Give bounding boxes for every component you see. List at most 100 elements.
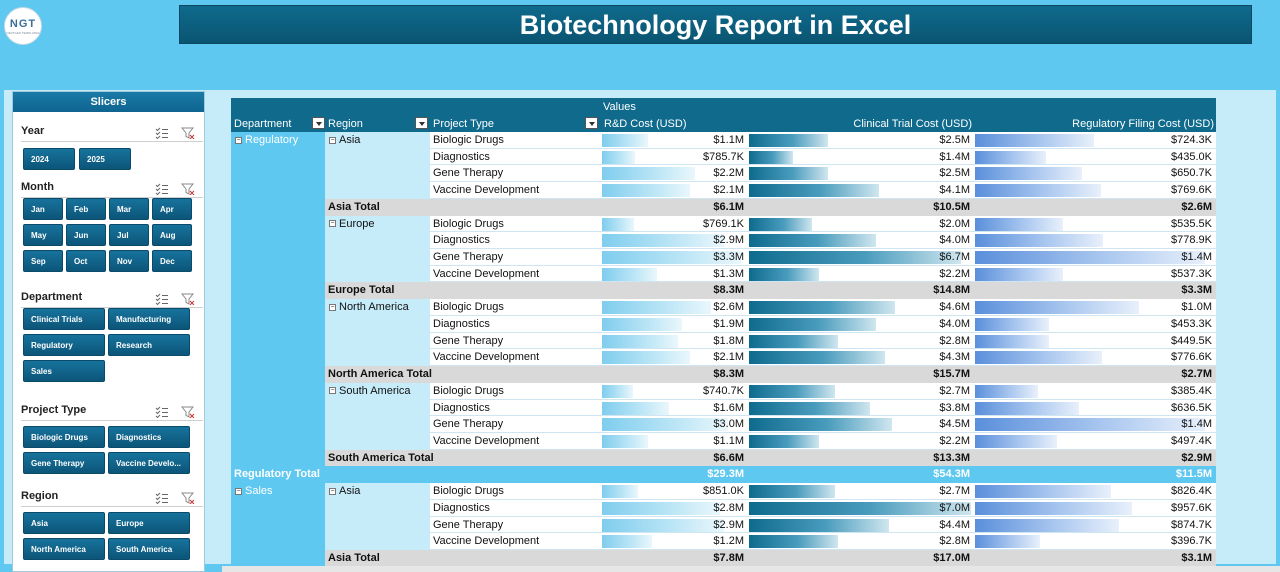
slicer-button[interactable]: Jan (23, 198, 63, 220)
ct-value: $1.4M (939, 150, 970, 163)
slicer-button[interactable]: Asia (23, 512, 105, 534)
slicer-button[interactable]: Mar (109, 198, 149, 220)
values-label: Values (603, 101, 636, 113)
region-label[interactable]: − Europe (329, 216, 429, 232)
multi-select-icon[interactable] (155, 406, 169, 418)
collapse-icon[interactable]: − (235, 136, 242, 144)
ct-data-bar (749, 217, 812, 231)
rf-value: $396.7K (1171, 535, 1212, 548)
ct-value: $2.5M (939, 134, 970, 146)
rf-value: $776.6K (1171, 351, 1212, 364)
clear-filter-icon[interactable] (181, 492, 195, 504)
slicer-title: Department (21, 291, 83, 303)
slicer-button[interactable]: Manufacturing (108, 308, 190, 330)
slicer-button[interactable]: Apr (152, 198, 192, 220)
region-name: Asia (339, 485, 361, 498)
clear-filter-icon[interactable] (181, 183, 195, 195)
rd-data-bar (602, 485, 638, 499)
row-divider (430, 365, 1216, 367)
slicer-toolbar (143, 180, 195, 198)
slicer-toolbar (143, 124, 195, 142)
slicer-button[interactable]: Vaccine Develo... (108, 452, 190, 474)
project-type-label: Vaccine Development (433, 267, 540, 280)
slicer-button[interactable]: Clinical Trials (23, 308, 105, 330)
region-label[interactable]: − Asia (329, 132, 429, 148)
slicer-button[interactable]: Aug (152, 224, 192, 246)
rd-total-value: $7.8M (713, 552, 744, 564)
slicer-divider (21, 506, 203, 507)
ct-value: $3.8M (939, 401, 970, 414)
department-filter-button[interactable] (312, 117, 325, 129)
slicer-button[interactable]: May (23, 224, 63, 246)
rf-data-bar (975, 217, 1063, 231)
slicer-button[interactable]: Biologic Drugs (23, 426, 105, 448)
slicer-button[interactable]: Research (108, 334, 190, 356)
rf-data-bar (975, 317, 1049, 331)
region-filter-button[interactable] (415, 117, 428, 129)
rd-data-bar (602, 267, 657, 281)
collapse-icon[interactable]: − (235, 487, 242, 495)
slicer-button[interactable]: Nov (109, 250, 149, 272)
department-name: Regulatory (245, 134, 299, 146)
department-label[interactable]: − Regulatory (235, 132, 323, 148)
total-label: Asia Total (328, 200, 380, 213)
header-regulatory-filing-cost: Regulatory Filing Cost (USD) (1072, 118, 1214, 130)
multi-select-icon[interactable] (155, 183, 169, 195)
slicer-title: Month (21, 181, 54, 193)
rd-data-bar (602, 251, 741, 265)
ct-data-bar (749, 501, 971, 515)
collapse-icon[interactable]: − (329, 220, 336, 228)
slicer-toolbar (143, 290, 195, 308)
slicer-button[interactable]: 2024 (23, 148, 75, 170)
slicer-button[interactable]: North America (23, 538, 105, 560)
multi-select-icon[interactable] (155, 127, 169, 139)
region-total-row (325, 550, 1216, 566)
slicer-button[interactable]: 2025 (79, 148, 131, 170)
row-divider (430, 415, 1216, 417)
slicer-button[interactable]: Europe (108, 512, 190, 534)
collapse-icon[interactable]: − (329, 387, 336, 395)
slicer-button[interactable]: Diagnostics (108, 426, 190, 448)
rd-data-bar (602, 518, 724, 532)
row-divider (430, 398, 1216, 400)
row-divider (430, 147, 1216, 149)
slicer-button[interactable]: Dec (152, 250, 192, 272)
slicer-button[interactable]: Sales (23, 360, 105, 382)
department-label[interactable]: − Sales (235, 483, 323, 499)
region-total-row (325, 449, 1216, 467)
slicer-button[interactable]: Jul (109, 224, 149, 246)
row-divider (430, 331, 1216, 333)
collapse-icon[interactable]: − (329, 487, 336, 495)
rd-data-bar (602, 134, 648, 147)
rd-data-bar (602, 167, 695, 181)
slicer-button[interactable]: Sep (23, 250, 63, 272)
clear-filter-icon[interactable] (181, 293, 195, 305)
region-total-row (325, 366, 1216, 383)
horizontal-scrollbar[interactable] (222, 566, 1280, 572)
slicer-button[interactable]: Feb (66, 198, 106, 220)
clear-filter-icon[interactable] (181, 127, 195, 139)
rf-value: $778.9K (1171, 234, 1212, 247)
region-band (325, 483, 430, 550)
slicer-button[interactable]: South America (108, 538, 190, 560)
project-type-label: Gene Therapy (433, 251, 504, 264)
region-label[interactable]: − South America (329, 383, 429, 399)
rd-value: $2.1M (713, 184, 744, 197)
slicer-button[interactable]: Jun (66, 224, 106, 246)
rd-value: $1.1M (713, 134, 744, 146)
department-band (231, 132, 325, 467)
region-label[interactable]: − North America (329, 299, 429, 315)
project-type-filter-button[interactable] (585, 117, 598, 129)
ct-value: $2.8M (939, 334, 970, 347)
region-label[interactable]: − Asia (329, 483, 429, 499)
slicer-button[interactable]: Regulatory (23, 334, 105, 356)
clear-filter-icon[interactable] (181, 406, 195, 418)
collapse-icon[interactable]: − (329, 136, 336, 144)
rf-value: $1.4M (1181, 251, 1212, 264)
multi-select-icon[interactable] (155, 492, 169, 504)
multi-select-icon[interactable] (155, 293, 169, 305)
collapse-icon[interactable]: − (329, 303, 336, 311)
slicer-button[interactable]: Gene Therapy (23, 452, 105, 474)
slicer-button[interactable]: Oct (66, 250, 106, 272)
rf-value: $874.7K (1171, 518, 1212, 531)
